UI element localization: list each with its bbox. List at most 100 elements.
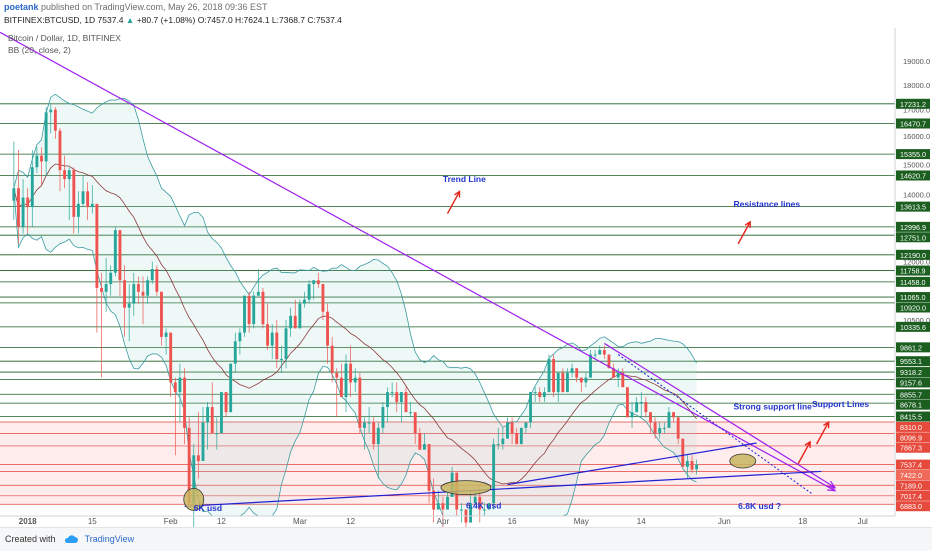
candle-body — [598, 350, 602, 355]
candle — [127, 284, 131, 342]
candle-body — [349, 363, 353, 383]
open-label: O: — [197, 15, 207, 25]
annotation-label: 6.8K usd ? — [738, 501, 781, 511]
price-level-tag-text: 16470.7 — [900, 119, 926, 128]
candle — [644, 397, 648, 418]
candle — [358, 372, 362, 434]
time-axis-tick: 18 — [798, 517, 807, 526]
candle-body — [210, 407, 214, 434]
price-level-tag-text: 7422.0 — [900, 471, 922, 480]
annotation-label: 6.4K usd — [466, 500, 501, 510]
candle-body — [529, 392, 532, 423]
candle-body — [81, 191, 85, 204]
price-level-tag: 7867.3 — [896, 442, 930, 453]
candle — [579, 377, 583, 393]
candle — [81, 176, 85, 208]
price-level-tag-bg — [896, 201, 930, 212]
created-with-text: Created with — [5, 534, 56, 544]
candle — [49, 104, 53, 134]
candle-body — [395, 392, 399, 403]
candle — [58, 128, 62, 192]
candle — [436, 490, 440, 510]
candle — [598, 345, 602, 355]
candle-body — [473, 496, 477, 504]
candle — [275, 319, 279, 369]
symbol-label[interactable]: BITFINEX:BTCUSD, 1D — [4, 15, 96, 25]
low-label: L: — [271, 15, 280, 25]
candle-body — [399, 392, 403, 403]
candle-body — [330, 345, 334, 373]
price-axis[interactable]: 19000.0 18000.0 17000.0 16000.0 15000.0 14000… — [896, 57, 930, 512]
candle — [67, 167, 71, 221]
high-label: H: — [235, 15, 244, 25]
candle-body — [275, 332, 279, 360]
candle-body — [44, 112, 48, 162]
candle — [53, 107, 57, 139]
candle — [413, 412, 417, 445]
candle — [432, 478, 436, 523]
candle — [496, 427, 500, 450]
candle-body — [76, 203, 80, 217]
indicator-label[interactable]: BB (20, close, 2) — [8, 45, 71, 55]
candle — [556, 372, 560, 403]
candle — [367, 407, 371, 434]
arrow-shaft — [446, 191, 461, 214]
price-level-tag-bg — [896, 470, 930, 481]
candle — [353, 368, 357, 393]
candle — [538, 387, 542, 403]
candle-body — [40, 155, 43, 162]
candle-body — [579, 377, 583, 383]
price-level-tag-bg — [896, 459, 930, 470]
candle-body — [256, 291, 260, 296]
candle-body — [690, 460, 694, 470]
candle-body — [316, 280, 320, 285]
candle-body — [492, 444, 496, 504]
username-link[interactable]: poetank — [4, 2, 39, 12]
candle — [169, 332, 173, 398]
candle — [63, 155, 67, 189]
price-level-tag-bg — [896, 118, 930, 129]
candle-body — [409, 412, 413, 414]
candle-body — [418, 433, 422, 450]
candle-body — [533, 392, 537, 394]
candle — [446, 490, 449, 510]
last-price: 7537.4 — [97, 15, 124, 25]
candle — [136, 276, 140, 304]
candle — [344, 354, 348, 413]
candle — [602, 345, 606, 360]
candle-body — [501, 438, 505, 445]
price-level-tag-bg — [896, 321, 930, 332]
chart-background — [0, 28, 932, 527]
price-level-tag: 11065.0 — [896, 292, 930, 303]
chart-header: poetank published on TradingView.com, Ma… — [0, 0, 932, 28]
candle — [515, 427, 519, 445]
price-level-tag-text: 9553.1 — [900, 357, 922, 366]
price-level-tag-bg — [896, 432, 930, 443]
candle-body — [649, 412, 652, 423]
candle — [685, 455, 689, 479]
candle-body — [63, 170, 67, 180]
candle — [501, 427, 505, 450]
price-level-tag: 9157.6 — [896, 377, 930, 388]
candle-body — [353, 377, 357, 383]
candle-body — [284, 328, 288, 360]
candle — [303, 291, 306, 308]
time-axis[interactable]: 2018 15 Feb 12 Mar 12 Apr 16 May 14 Jun 18 Jul — [19, 517, 868, 526]
arrow-head — [823, 420, 830, 429]
candle — [349, 345, 353, 398]
candle — [395, 382, 399, 413]
candle-body — [602, 350, 606, 355]
candle-body — [220, 392, 223, 434]
price-chart[interactable]: Trend Line Resistance lines Strong support… — [0, 0, 932, 527]
tradingview-brand-link[interactable]: TradingView — [84, 534, 135, 544]
candle — [533, 387, 537, 403]
candle-body — [413, 412, 417, 434]
candle — [30, 150, 34, 227]
price-level-tag-bg — [896, 292, 930, 303]
arrow-head — [744, 220, 751, 228]
low-value: 7368.7 — [279, 15, 306, 25]
candle-body — [515, 433, 519, 445]
price-level-tag-text: 8678.1 — [900, 401, 922, 410]
candle — [12, 141, 16, 221]
candle — [635, 397, 639, 413]
